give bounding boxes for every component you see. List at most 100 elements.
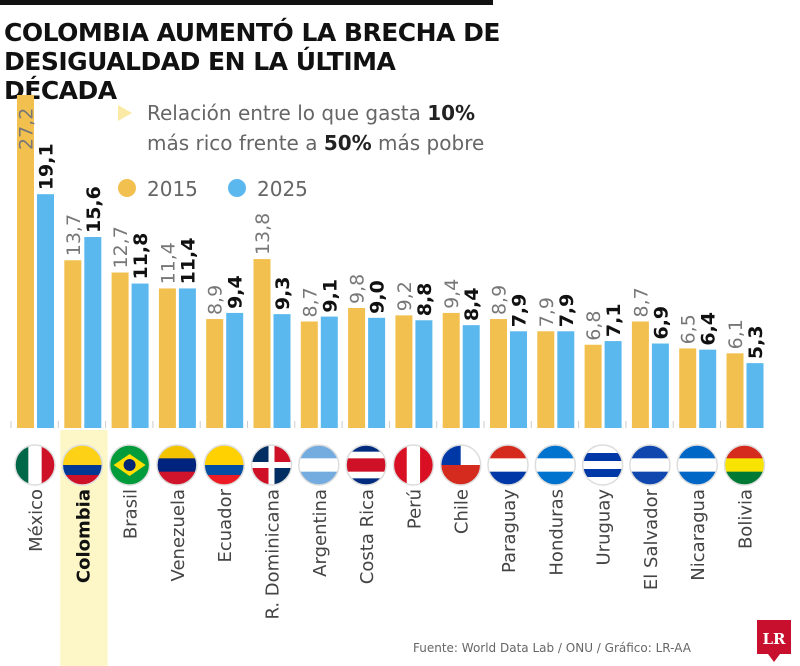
bar-2025-Argentina bbox=[320, 316, 338, 428]
country-label: Costa Rica bbox=[357, 489, 378, 584]
value-label-2025: 7,9 bbox=[556, 294, 578, 328]
legend-subtitle-line2: más rico frente a 50% más pobre bbox=[147, 131, 484, 155]
bar-2015-Chile bbox=[442, 312, 460, 428]
flag-icon-Paraguay bbox=[487, 444, 529, 486]
value-label-2015: 8,7 bbox=[299, 287, 321, 317]
value-label-2025: 6,9 bbox=[650, 306, 672, 340]
value-label-2025: 8,8 bbox=[414, 283, 436, 317]
bar-2025-Paraguay bbox=[510, 331, 527, 428]
lr-logo: LR bbox=[757, 620, 791, 662]
bar-2025-Venezuela bbox=[178, 288, 196, 428]
value-label-2025: 9,1 bbox=[319, 279, 341, 313]
bar-2015-Nicaragua bbox=[679, 348, 697, 428]
country-label: Argentina bbox=[310, 489, 331, 577]
bar-2025-Brasil bbox=[131, 283, 149, 428]
bar-2015-Bolivia bbox=[726, 353, 744, 428]
top-rule bbox=[0, 0, 493, 5]
country-label: Venezuela bbox=[168, 489, 189, 581]
bar-2015-Uruguay bbox=[584, 344, 602, 428]
bar-2015-Perú bbox=[395, 315, 413, 428]
country-label: Brasil bbox=[121, 489, 142, 539]
bar-2025-Honduras bbox=[557, 331, 575, 428]
country-label: Chile bbox=[452, 489, 473, 534]
value-label-2025: 15,6 bbox=[83, 186, 105, 233]
flag-icon-México bbox=[14, 444, 56, 486]
value-label-2025: 6,4 bbox=[698, 312, 720, 346]
value-label-2025: 9,0 bbox=[367, 280, 389, 314]
value-label-2015: 6,1 bbox=[725, 319, 747, 349]
flag-icon-Argentina bbox=[298, 444, 340, 486]
bar-2025-Uruguay bbox=[604, 341, 622, 428]
legend-label-2015: 2015 bbox=[147, 177, 198, 201]
country-label: Colombia bbox=[73, 489, 94, 583]
country-label: Nicaragua bbox=[688, 489, 709, 581]
svg-text:LR: LR bbox=[762, 630, 786, 648]
flag-icon-Uruguay bbox=[581, 444, 624, 486]
value-label-2015: 7,9 bbox=[536, 297, 558, 327]
value-label-2025: 7,9 bbox=[509, 294, 531, 328]
bar-2025-Colombia bbox=[84, 237, 102, 428]
legend-swatch-2025 bbox=[228, 179, 246, 197]
value-label-2025: 19,1 bbox=[36, 143, 58, 190]
bar-2025-El Salvador bbox=[651, 343, 669, 428]
value-label-2025: 9,4 bbox=[225, 275, 247, 309]
bar-2025-México bbox=[37, 194, 54, 428]
value-label-2015: 8,7 bbox=[630, 287, 652, 317]
triangle-bullet-icon bbox=[118, 105, 132, 121]
country-label: Uruguay bbox=[594, 489, 615, 566]
legend-swatch-2015 bbox=[118, 179, 136, 197]
bar-2015-Colombia bbox=[64, 260, 82, 428]
bar-2015-Venezuela bbox=[158, 288, 176, 428]
value-label-2015: 9,8 bbox=[347, 274, 369, 304]
flag-icon-Colombia bbox=[61, 444, 104, 486]
legend-subtitle-line1: Relación entre lo que gasta 10% bbox=[147, 101, 475, 125]
flag-icon-R. Dominicana bbox=[250, 444, 293, 486]
bar-2015-Ecuador bbox=[206, 319, 224, 428]
bar-2015-Honduras bbox=[537, 331, 555, 428]
bar-2025-Bolivia bbox=[746, 363, 764, 428]
country-label: Perú bbox=[404, 489, 425, 529]
chart-title: COLOMBIA AUMENTÓ LA BRECHA DE DESIGUALDA… bbox=[4, 18, 500, 105]
bar-2015-Argentina bbox=[300, 321, 318, 428]
flag-icon-Perú bbox=[392, 444, 435, 486]
value-label-2015: 11,4 bbox=[157, 242, 179, 284]
bar-2025-Perú bbox=[415, 320, 433, 428]
value-label-2025: 9,3 bbox=[272, 276, 294, 310]
value-label-2015: 9,2 bbox=[394, 281, 416, 311]
country-label: El Salvador bbox=[641, 488, 662, 590]
value-label-2015: 6,8 bbox=[583, 311, 605, 341]
flag-icon-Brasil bbox=[108, 444, 151, 486]
country-label: Ecuador bbox=[215, 488, 236, 562]
flag-icon-Honduras bbox=[534, 444, 577, 486]
flag-icon-Chile bbox=[439, 444, 482, 486]
bar-2015-R. Dominicana bbox=[253, 259, 271, 428]
bar-2025-R. Dominicana bbox=[273, 314, 291, 428]
bar-2015-México bbox=[17, 95, 34, 428]
flag-icon-Venezuela bbox=[156, 444, 198, 486]
country-label: México bbox=[26, 489, 47, 552]
value-label-2015: 27,2 bbox=[16, 108, 38, 150]
bar-2025-Nicaragua bbox=[699, 349, 717, 428]
bar-2015-Paraguay bbox=[490, 319, 507, 428]
bar-2015-Brasil bbox=[111, 272, 129, 428]
country-label: Bolivia bbox=[736, 489, 757, 549]
country-label: Honduras bbox=[546, 489, 567, 576]
value-label-2015: 12,7 bbox=[110, 226, 132, 268]
flag-icon-Costa Rica bbox=[345, 444, 387, 486]
value-label-2025: 11,8 bbox=[130, 233, 152, 280]
flag-icon-Ecuador bbox=[203, 444, 245, 486]
country-label: Paraguay bbox=[499, 489, 520, 573]
flag-icon-Bolivia bbox=[723, 444, 766, 486]
value-label-2015: 8,9 bbox=[489, 285, 511, 315]
value-label-2015: 8,9 bbox=[205, 285, 227, 315]
value-label-2025: 5,3 bbox=[745, 325, 767, 359]
bar-2015-Costa Rica bbox=[348, 308, 366, 428]
bar-2025-Costa Rica bbox=[368, 317, 386, 428]
value-label-2015: 13,7 bbox=[63, 214, 85, 256]
flag-icon-El Salvador bbox=[629, 444, 671, 486]
country-label: R. Dominicana bbox=[263, 489, 284, 620]
value-label-2025: 11,4 bbox=[177, 238, 199, 285]
bar-2015-El Salvador bbox=[631, 321, 649, 428]
